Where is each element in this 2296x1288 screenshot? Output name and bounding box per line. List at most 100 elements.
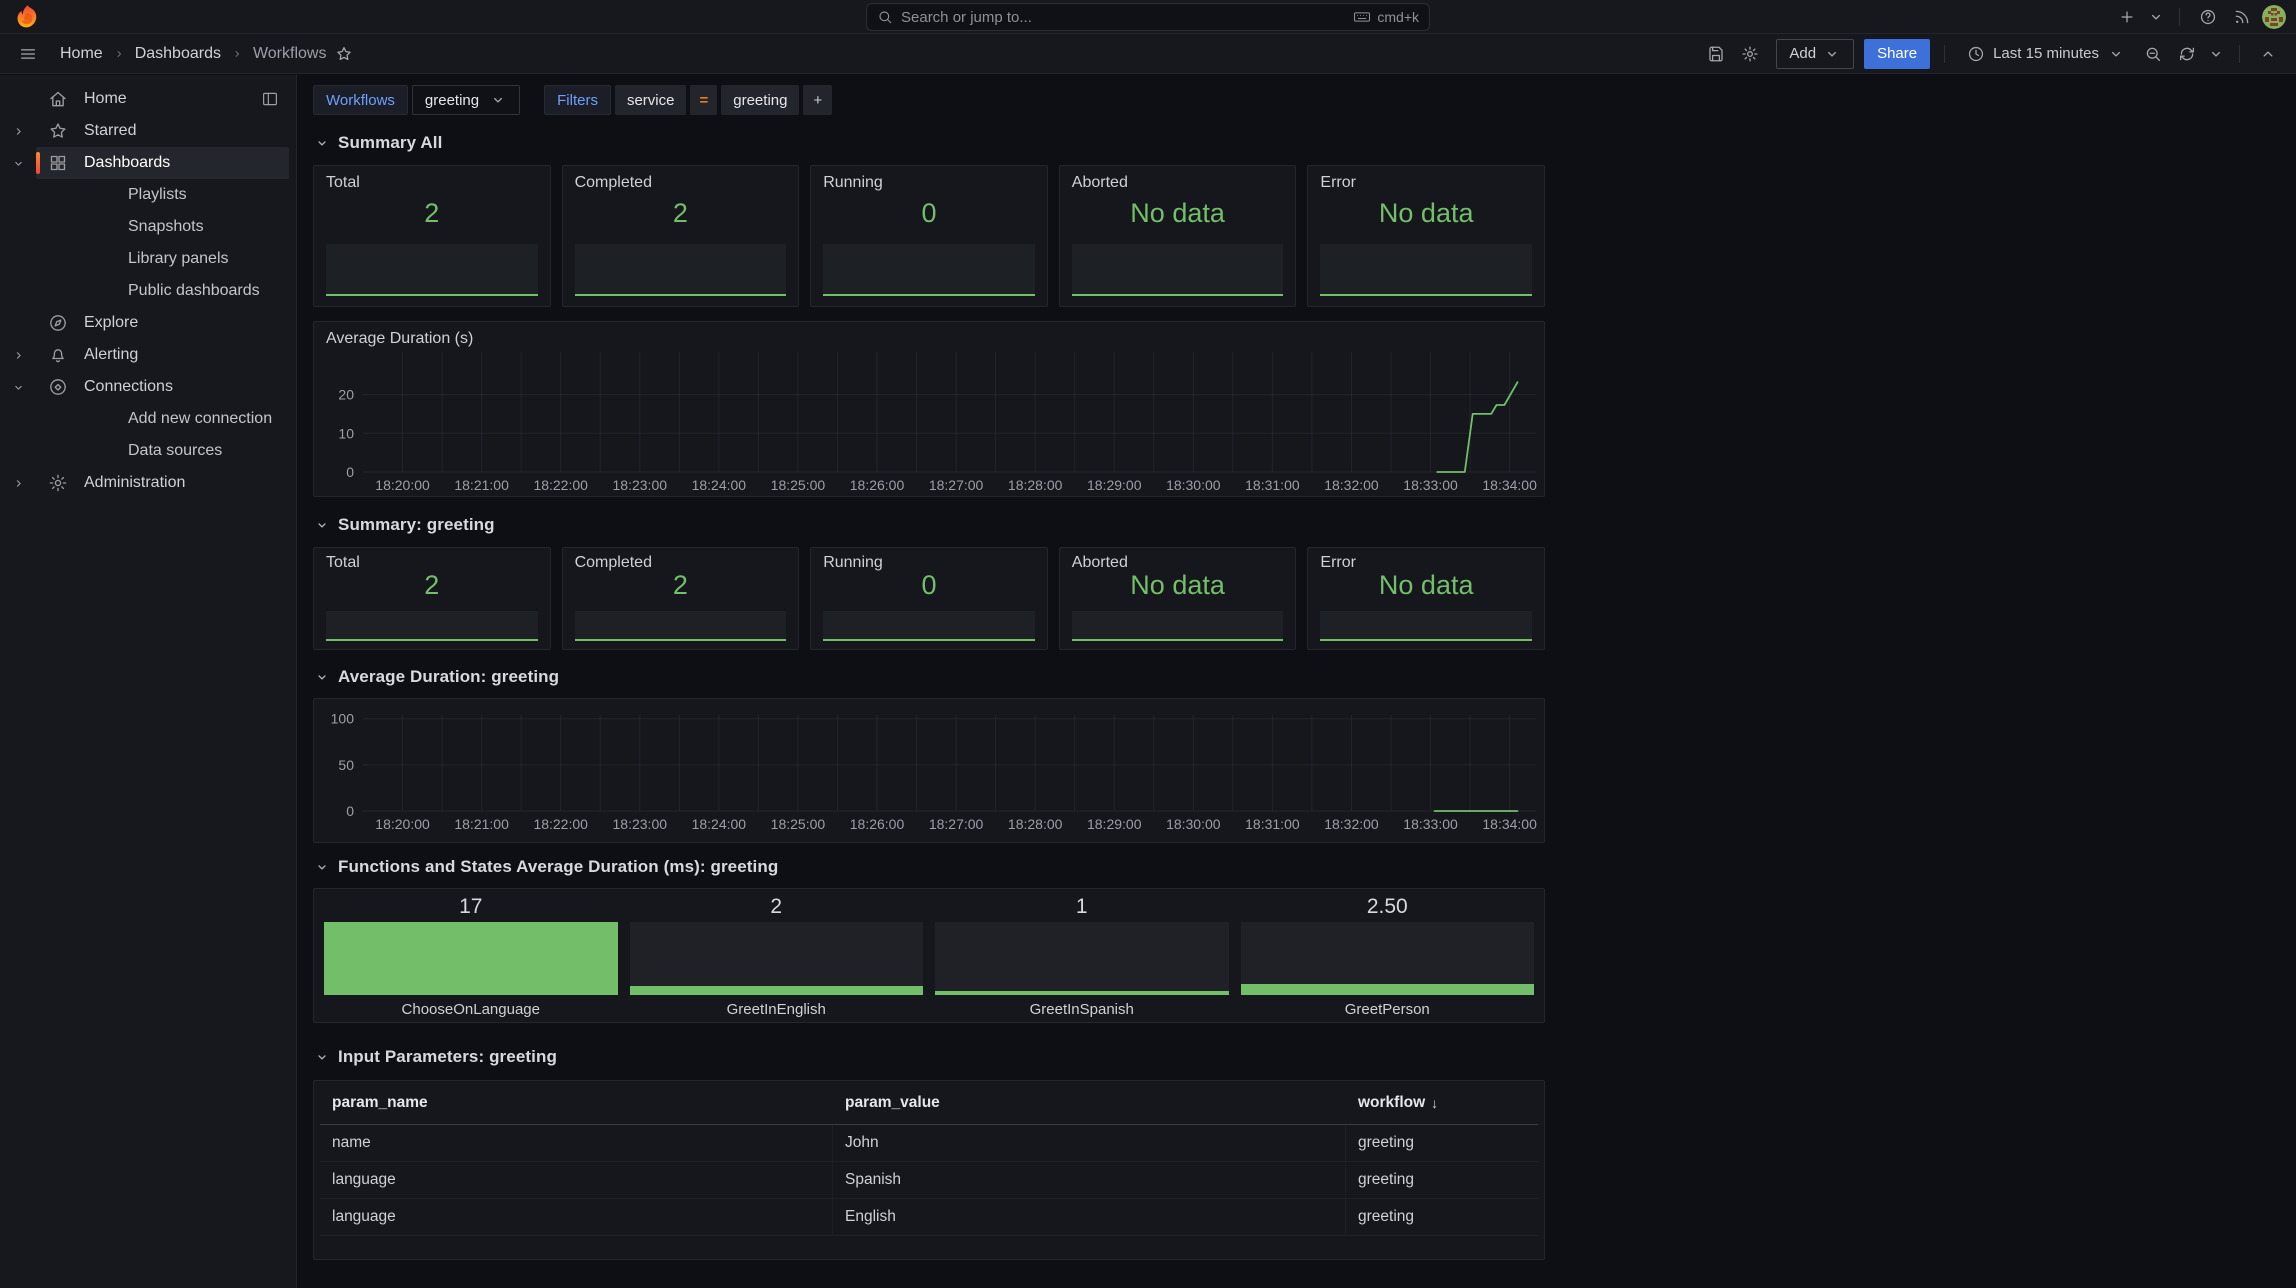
stat-panel-title[interactable]: Error [1320, 174, 1356, 191]
filter-value-chip[interactable]: greeting [721, 85, 800, 115]
stat-panel-title[interactable]: Error [1320, 554, 1356, 571]
section-header-summary-all[interactable]: Summary All [313, 132, 442, 154]
section-header-input-params[interactable]: Input Parameters: greeting [313, 1046, 557, 1068]
stat-value: No data [1130, 198, 1225, 228]
stat-sparkline [574, 244, 787, 296]
new-item-chevron-down-icon[interactable] [2147, 3, 2165, 31]
stat-panel-title[interactable]: Completed [574, 554, 652, 571]
stat-panel-title[interactable]: Aborted [1071, 174, 1128, 191]
avatar[interactable] [2262, 5, 2286, 29]
sidebar-item-inner: Library panels [36, 243, 289, 275]
sidebar-item-data-sources[interactable]: Data sources [0, 435, 296, 467]
stat-sparkline [823, 244, 1035, 296]
refresh-icon[interactable] [2173, 40, 2201, 68]
breadcrumb-item[interactable]: Workflows [252, 44, 327, 62]
stat-sparkline [1320, 244, 1532, 296]
table-column-header-param_value[interactable]: param_value [833, 1094, 1346, 1112]
bar-track [1240, 922, 1534, 995]
x-axis-tick-label: 18:24:00 [692, 477, 747, 493]
sidebar-item-public-dashboards[interactable]: Public dashboards [0, 275, 296, 307]
dock-sidebar-icon[interactable] [261, 90, 279, 108]
sidebar-item-label: Add new connection [128, 410, 273, 427]
sidebar-item-alerting[interactable]: Alerting [0, 339, 296, 371]
refresh-interval-chevron-down-icon[interactable] [2207, 40, 2225, 68]
stat-panel-title[interactable]: Running [823, 174, 883, 191]
help-icon[interactable] [2194, 3, 2222, 31]
collapse-toolbar-chevron-up-icon[interactable] [2254, 40, 2282, 68]
breadcrumb-item[interactable]: Home [60, 44, 103, 62]
stat-value: No data [1130, 570, 1225, 600]
filter-key-chip[interactable]: service [614, 85, 687, 115]
time-series-plot-area[interactable]: 0 10 20 18:20:00 18:21:00 18:22:00 18:23:00 18:… [314, 322, 1544, 496]
zoom-out-time-icon[interactable] [2139, 40, 2167, 68]
time-range-picker[interactable]: Last 15 minutes [1959, 39, 2133, 69]
chevron-down-icon[interactable] [0, 157, 36, 170]
sidebar-item-library-panels[interactable]: Library panels [0, 243, 296, 275]
sidebar-item-starred[interactable]: Starred [0, 115, 296, 147]
table-cell: John [833, 1125, 1346, 1161]
breadcrumb: Home Dashboards Workflows [60, 45, 326, 63]
sidebar-item-connections[interactable]: Connections [0, 371, 296, 403]
panel-average-duration-greeting: 0 50 100 18:20:00 18:21:00 18:22:00 18:23:00 18… [313, 698, 1545, 843]
section-header-avg-duration-greeting[interactable]: Average Duration: greeting [313, 666, 559, 688]
sidebar-item-explore[interactable]: Explore [0, 307, 296, 339]
sidebar-item-snapshots[interactable]: Snapshots [0, 211, 296, 243]
sidebar-item-label: Playlists [128, 186, 187, 203]
stat-panel-title[interactable]: Running [823, 554, 883, 571]
dashboard-settings-icon[interactable] [1736, 40, 1764, 68]
bar-category-label: GreetPerson [1344, 1001, 1430, 1018]
section-header-functions[interactable]: Functions and States Average Duration (m… [313, 856, 778, 878]
bar-value-label: 2.50 [1366, 895, 1408, 918]
chevron-right-icon[interactable] [0, 477, 36, 490]
menu-icon[interactable] [14, 40, 42, 68]
stat-value: 0 [921, 570, 937, 600]
x-axis-tick-label: 18:21:00 [454, 477, 509, 493]
news-icon[interactable] [2228, 3, 2256, 31]
bar-track [629, 922, 923, 995]
save-dashboard-icon[interactable] [1702, 40, 1730, 68]
sidebar-item-label: Connections [84, 378, 173, 395]
stat-panel-title[interactable]: Total [326, 554, 360, 571]
stat-panel-title[interactable]: Total [326, 174, 360, 191]
sidebar-item-home[interactable]: Home [0, 83, 296, 115]
new-item-button[interactable] [2113, 3, 2141, 31]
sidebar-item-playlists[interactable]: Playlists [0, 179, 296, 211]
table-cell: Spanish [833, 1162, 1346, 1198]
table-column-header-workflow[interactable]: workflow ↓ [1346, 1094, 1538, 1112]
sidebar-item-dashboards[interactable]: Dashboards [0, 147, 296, 179]
filter-operator-chip[interactable]: = [690, 85, 718, 115]
table-cell: language [320, 1162, 833, 1198]
add-button[interactable]: Add [1776, 38, 1855, 69]
sidebar-item-inner: Dashboards [36, 147, 289, 179]
sidebar-item-add-new-connection[interactable]: Add new connection [0, 403, 296, 435]
time-series-plot-area[interactable]: 0 50 100 18:20:00 18:21:00 18:22:00 18:23:00 18… [314, 699, 1544, 842]
chevron-right-icon[interactable] [0, 125, 36, 138]
bar-track [324, 922, 618, 995]
x-axis-tick-label: 18:21:00 [454, 816, 509, 832]
breadcrumb-item[interactable]: Dashboards [134, 44, 221, 62]
add-filter-button[interactable]: + [803, 85, 833, 115]
favorite-star-icon[interactable] [330, 40, 358, 68]
chevron-down-icon[interactable] [0, 381, 36, 394]
search-input[interactable]: Search or jump to... cmd+k [866, 3, 1430, 31]
grafana-logo[interactable] [13, 3, 40, 30]
sidebar-item-inner: Snapshots [36, 211, 289, 243]
stat-panel-title[interactable]: Aborted [1071, 554, 1128, 571]
stat-panel-title[interactable]: Completed [574, 174, 652, 191]
search-placeholder: Search or jump to... [901, 8, 1032, 26]
panel-title[interactable]: Average Duration (s) [326, 330, 474, 347]
sidebar-item-administration[interactable]: Administration [0, 467, 296, 499]
share-button[interactable]: Share [1864, 38, 1931, 69]
x-axis-tick-label: 18:25:00 [771, 477, 826, 493]
filters-label[interactable]: Filters [544, 85, 611, 115]
sidebar-item-inner: Explore [36, 307, 289, 339]
table-column-header-param_name[interactable]: param_name [320, 1094, 833, 1112]
stat-row-summary-all: Total 2 Completed 2 Running 0 Aborted No data Er… [313, 165, 1545, 307]
section-header-summary-greeting[interactable]: Summary: greeting [313, 514, 495, 536]
stat-sparkline [326, 611, 538, 641]
breadcrumb-chevron-right-icon [113, 48, 125, 60]
chevron-right-icon[interactable] [0, 349, 36, 362]
x-axis-tick-label: 18:29:00 [1087, 477, 1142, 493]
variable-label[interactable]: Workflows [313, 85, 408, 115]
variable-value-dropdown[interactable]: greeting [411, 85, 521, 115]
